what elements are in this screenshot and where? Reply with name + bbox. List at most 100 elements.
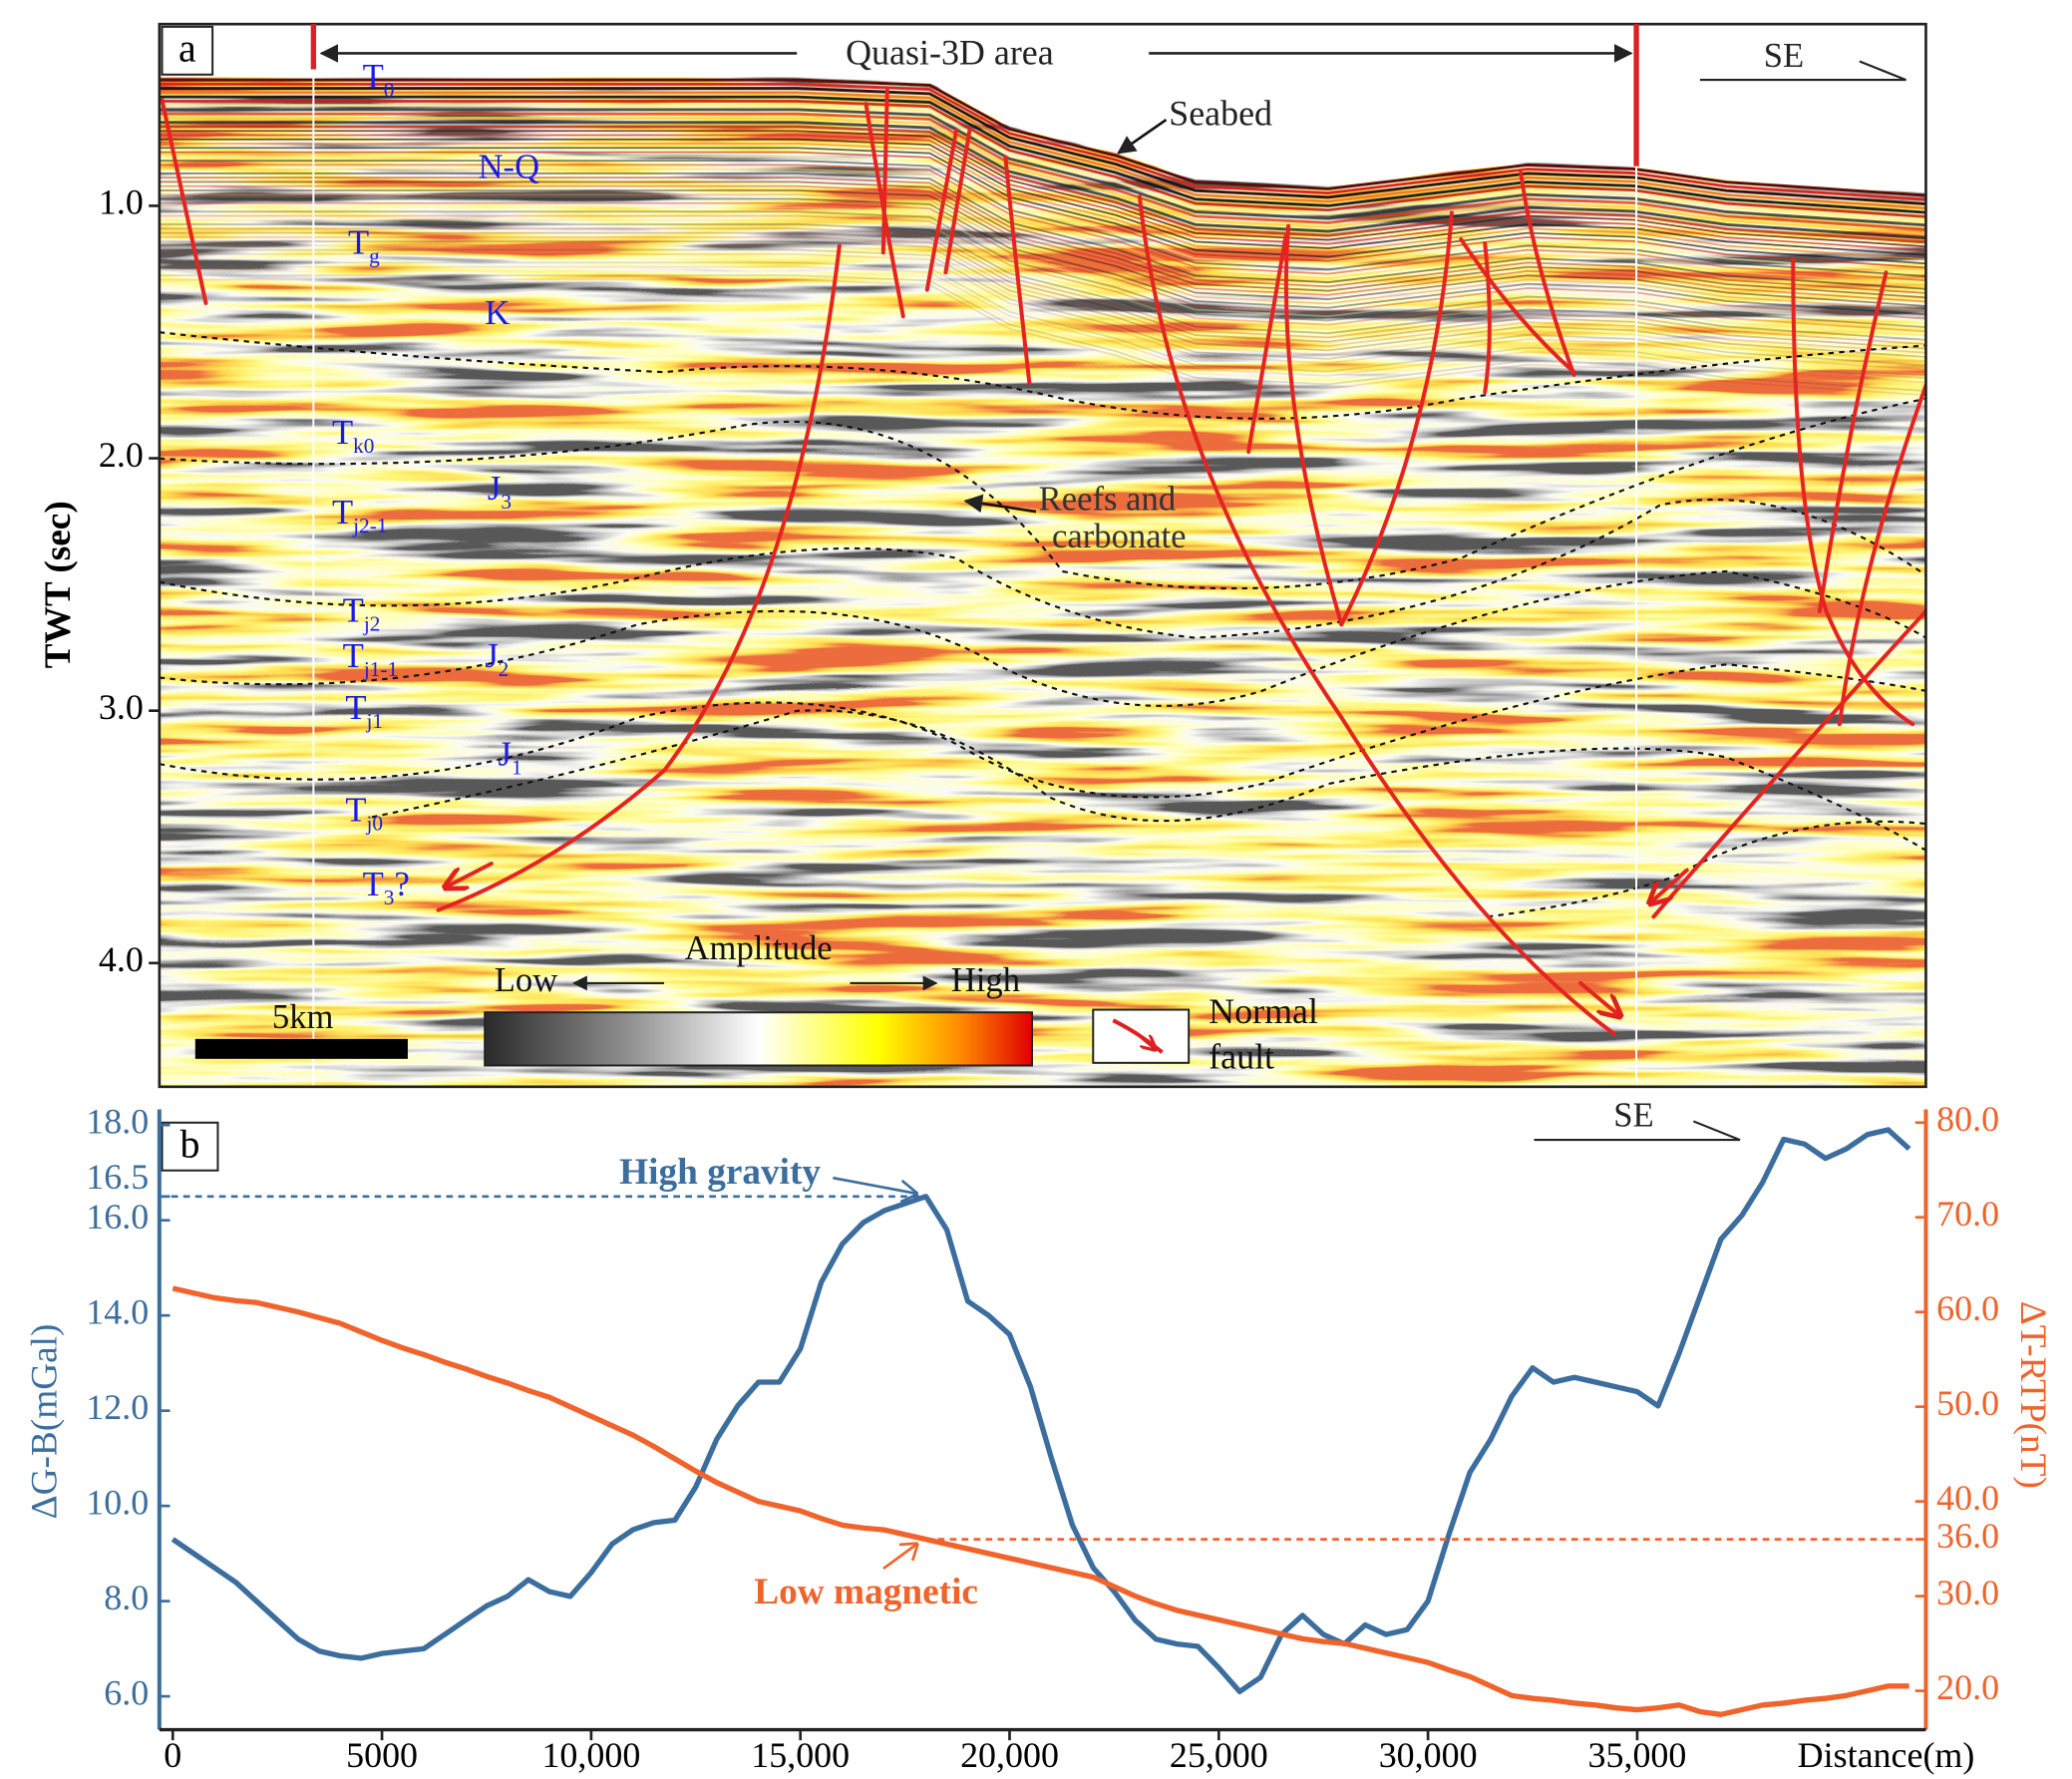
fault: [1339, 210, 1454, 627]
horizon-subscript: 3: [501, 490, 512, 514]
seabed-band: [159, 180, 1926, 299]
horizon-line: [159, 569, 1926, 707]
panel-label-box: [161, 25, 214, 76]
seismic-image: [159, 24, 1926, 1087]
horizon-subscript: 3: [384, 886, 395, 909]
fault: [1459, 236, 1576, 375]
horizon-suffix: ?: [394, 866, 409, 903]
seabed-band: [159, 117, 1926, 235]
y2-tick-label: 80.0: [1936, 1099, 1999, 1139]
horizon-label: T0: [363, 58, 395, 102]
horizon-name: J: [488, 470, 501, 508]
seabed-band: [159, 235, 1926, 354]
seabed-band: [159, 121, 1926, 240]
horizon-line: [159, 499, 1926, 639]
fault: [1791, 256, 1915, 727]
y-tick-label: 14.0: [86, 1291, 149, 1331]
seabed-band: [159, 164, 1926, 282]
seabed-band: [159, 168, 1926, 286]
seabed-arrow: [1117, 118, 1168, 155]
horizons: [159, 331, 1926, 918]
seabed-band: [159, 78, 1926, 197]
horizon-subscript: j1-1: [363, 657, 398, 681]
seabed-band: [159, 201, 1926, 320]
seabed-band: [159, 82, 1926, 201]
horizon-name: T: [332, 494, 353, 532]
horizon-name: T: [343, 637, 364, 675]
annotation: High gravity: [619, 1152, 821, 1193]
horizon-label: Tj1-1: [343, 637, 398, 681]
seabed-band: [159, 248, 1926, 367]
x-tick-label: 15,000: [751, 1735, 850, 1775]
fault: [1483, 240, 1492, 395]
fault: [436, 243, 842, 912]
seabed-band: [159, 125, 1926, 244]
seabed-band: [159, 104, 1926, 223]
horizon-line: [159, 331, 1926, 420]
horizon-subscript: 2: [499, 657, 510, 681]
y2-tick-label: 30.0: [1936, 1573, 1999, 1612]
legend-label: Normal: [1209, 991, 1318, 1031]
horizon-name: T: [363, 866, 384, 903]
series-line: [171, 1127, 1911, 1694]
direction-label: SE: [1613, 1097, 1653, 1135]
seabed-band: [159, 95, 1926, 214]
horizon-name: N-Q: [479, 149, 540, 186]
colorbar-title: Amplitude: [685, 929, 833, 967]
y-tick-label: 2.0: [99, 435, 144, 475]
colorbar: [484, 1011, 1034, 1067]
seabed-label: Seabed: [1169, 94, 1272, 134]
seabed-band: [159, 240, 1926, 358]
y2-tick-label: 70.0: [1936, 1194, 1999, 1234]
scale-label: 5km: [272, 998, 334, 1036]
seabed-band: [159, 173, 1926, 290]
fault: [1837, 383, 1926, 727]
seabed-band: [159, 87, 1926, 205]
horizon-name: K: [485, 294, 510, 332]
fault-arrow: [1649, 868, 1689, 903]
x-tick-label: 35,000: [1588, 1735, 1687, 1775]
x-axis-label: Distance(m): [1798, 1735, 1975, 1775]
annotation-arrow: [882, 1542, 919, 1571]
horizon-subscript: g: [369, 244, 380, 268]
fault: [924, 128, 959, 292]
seabed-band: [159, 197, 1926, 316]
y-tick-label: 16.5: [86, 1157, 149, 1197]
plot: 6.0 8.0 10.0 12.0 14.0 16.016.5 18.0 20.0 30.0 36…: [25, 1099, 2053, 1775]
y-axis: 1.0 2.0 3.0 4.0: [99, 182, 160, 979]
fault: [1817, 270, 1889, 613]
horizon-label: Tj2-1: [332, 494, 387, 537]
horizon-subscript: 1: [512, 755, 522, 779]
fault: [1003, 155, 1032, 385]
seabed-band: [159, 189, 1926, 307]
y2-tick-label: 40.0: [1936, 1478, 1999, 1518]
fault: [880, 88, 889, 255]
horizon-label: J3: [488, 470, 512, 514]
seabed-band: [159, 143, 1926, 260]
horizon-label: J2: [485, 637, 509, 681]
y2-tick-label: 20.0: [1936, 1667, 1999, 1707]
series-line: [172, 1285, 1909, 1717]
y-tick-label: 18.0: [86, 1101, 149, 1141]
colorbar-high: High: [951, 961, 1020, 999]
panel-label: b: [179, 1121, 199, 1166]
seabed-band: [159, 151, 1926, 269]
horizon-label: N-Q: [479, 149, 540, 186]
y2-tick-label: 50.0: [1936, 1383, 1999, 1423]
panel-label: a: [178, 25, 196, 70]
seabed-band: [159, 112, 1926, 231]
seabed-band: [159, 244, 1926, 363]
seabed-band: [159, 177, 1926, 294]
fault: [1651, 608, 1926, 919]
legend-fault-arrow: [1139, 1036, 1156, 1049]
x-tick-label: 20,000: [960, 1735, 1059, 1775]
reefs-label: Reefs and: [1039, 481, 1177, 519]
seabed-band: [159, 231, 1926, 350]
horizon-label: Tj0: [345, 791, 383, 835]
y-tick-label: 12.0: [86, 1387, 149, 1427]
seabed-band: [159, 91, 1926, 210]
fault: [1137, 194, 1616, 1036]
y-tick-label: 4.0: [99, 939, 144, 979]
horizon-subscript: k0: [353, 434, 374, 458]
